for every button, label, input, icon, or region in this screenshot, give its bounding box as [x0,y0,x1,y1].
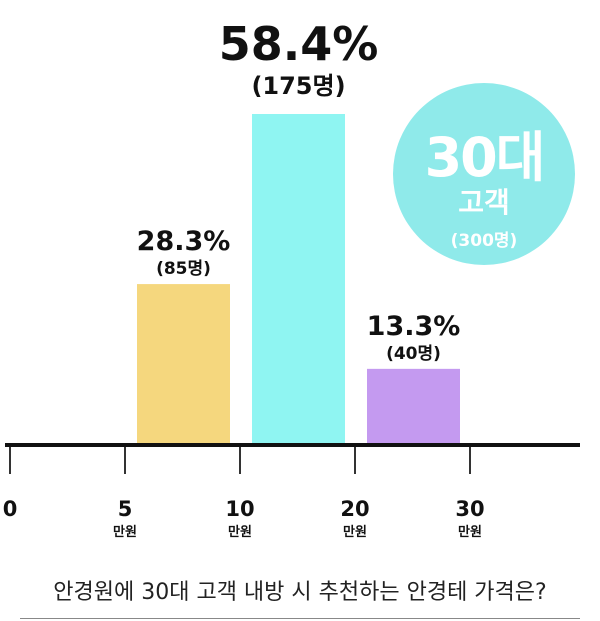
bar-count-label: (40명) [386,344,441,364]
bar-percent-label: 13.3% [367,311,461,342]
x-tick-unit: 만원 [228,524,252,540]
x-tick-label: 10 [225,497,254,521]
x-tick-unit: 만원 [458,524,482,540]
bar-5-10 [137,284,230,444]
bottom-rule [20,618,580,619]
x-tick-label: 5 [118,497,133,521]
x-tick-label: 30 [455,497,484,521]
badge-30s-customers: 30대 고객 (300명) [393,83,575,265]
x-tick-unit: 만원 [343,524,367,540]
x-tick-label: 20 [340,497,369,521]
badge-title: 30대 [424,126,546,189]
bar-10-20 [252,114,345,444]
x-tick-label: 0 [3,497,18,521]
chart: 28.3%(85명) 58.4%(175명) 13.3%(40명) 0 5 만원 10 만원 2… [3,17,580,540]
question-text: 안경원에 30대 고객 내방 시 추천하는 안경테 가격은? [53,580,547,605]
badge-subtitle: 고객 [458,186,510,219]
bar-count-label: (175명) [251,72,345,100]
bar-percent-label: 58.4% [219,17,379,71]
x-tick-unit: 만원 [113,524,137,540]
bar-count-label: (85명) [156,259,211,279]
bar-20-30 [367,368,460,444]
badge-count: (300명) [450,231,518,251]
bar-percent-label: 28.3% [137,226,231,257]
